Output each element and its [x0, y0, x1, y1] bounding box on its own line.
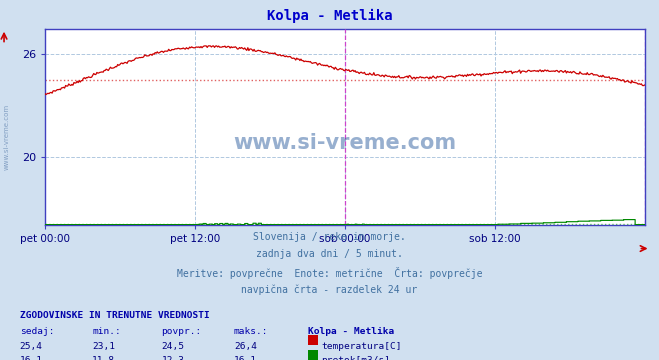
Text: 25,4: 25,4 — [20, 342, 43, 351]
Text: 12,3: 12,3 — [161, 356, 185, 360]
Text: www.si-vreme.com: www.si-vreme.com — [233, 132, 456, 153]
Text: 16,1: 16,1 — [20, 356, 43, 360]
Text: temperatura[C]: temperatura[C] — [322, 342, 402, 351]
Text: 23,1: 23,1 — [92, 342, 115, 351]
Text: ZGODOVINSKE IN TRENUTNE VREDNOSTI: ZGODOVINSKE IN TRENUTNE VREDNOSTI — [20, 311, 210, 320]
Text: Meritve: povprečne  Enote: metrične  Črta: povprečje: Meritve: povprečne Enote: metrične Črta:… — [177, 267, 482, 279]
Text: sedaj:: sedaj: — [20, 327, 54, 336]
Text: 11,8: 11,8 — [92, 356, 115, 360]
Text: Kolpa - Metlika: Kolpa - Metlika — [308, 327, 395, 336]
Text: Kolpa - Metlika: Kolpa - Metlika — [267, 9, 392, 23]
Text: maks.:: maks.: — [234, 327, 268, 336]
Text: pretok[m3/s]: pretok[m3/s] — [322, 356, 391, 360]
Text: 24,5: 24,5 — [161, 342, 185, 351]
Text: min.:: min.: — [92, 327, 121, 336]
Text: Slovenija / reke in morje.: Slovenija / reke in morje. — [253, 232, 406, 242]
Text: www.si-vreme.com: www.si-vreme.com — [3, 104, 10, 170]
Text: 16,1: 16,1 — [234, 356, 257, 360]
Text: 26,4: 26,4 — [234, 342, 257, 351]
Text: povpr.:: povpr.: — [161, 327, 202, 336]
Text: zadnja dva dni / 5 minut.: zadnja dva dni / 5 minut. — [256, 249, 403, 260]
Text: navpična črta - razdelek 24 ur: navpična črta - razdelek 24 ur — [241, 284, 418, 294]
